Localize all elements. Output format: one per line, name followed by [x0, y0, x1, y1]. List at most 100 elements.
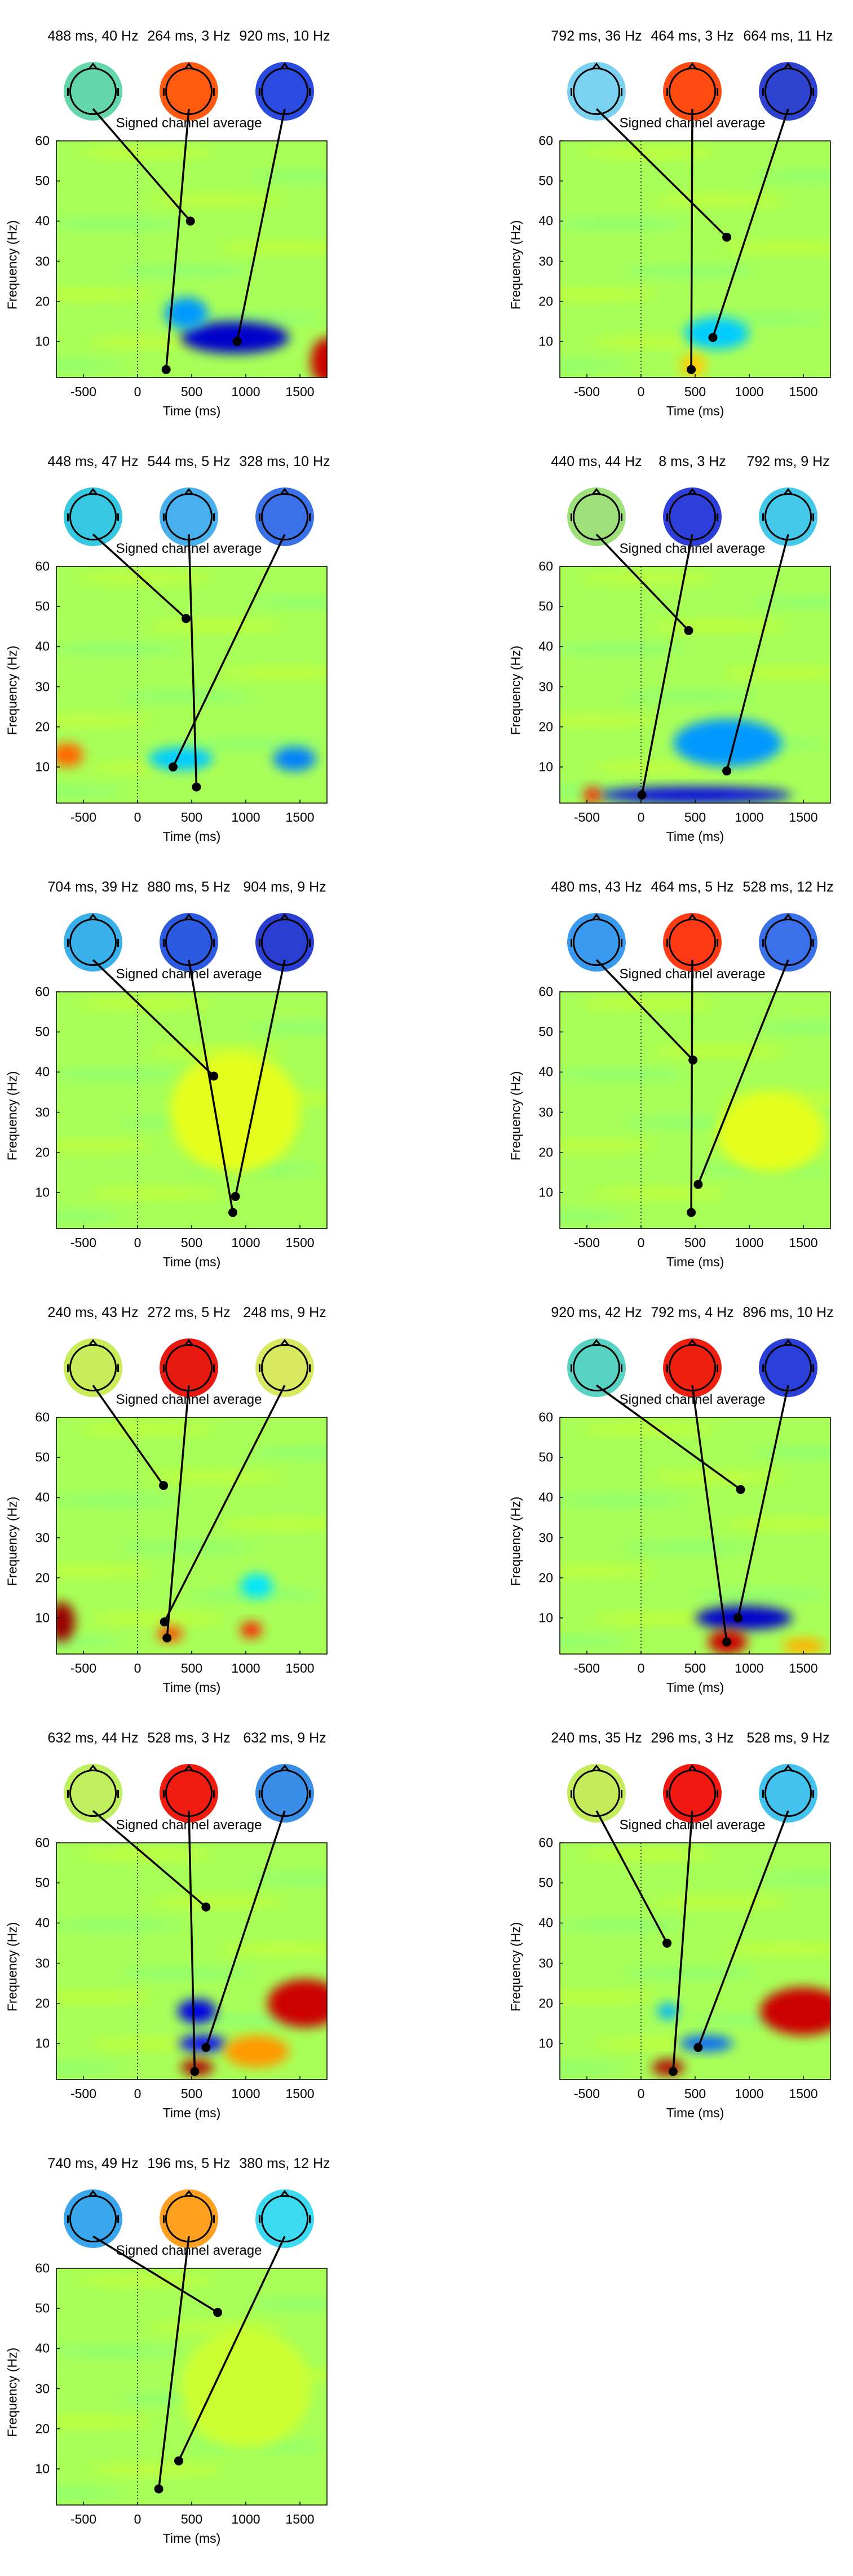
topoplot-nose: [687, 913, 697, 921]
heatmap-texture: [56, 786, 124, 797]
topoplot-head-outline: [764, 493, 812, 541]
topoplot-label: 240 ms, 35 Hz: [551, 1730, 642, 1746]
peak-connector-line: [172, 534, 286, 768]
x-tick-label: 1500: [285, 2512, 315, 2526]
y-tick-label: 30: [35, 1530, 50, 1545]
y-tick-label: 20: [35, 294, 50, 309]
peak-connector-line: [595, 959, 694, 1061]
topoplot-scalp: [663, 1764, 722, 1823]
peak-connector-line: [595, 108, 728, 238]
heatmap-texture: [148, 194, 284, 206]
topoplot-label: 380 ms, 12 Hz: [239, 2156, 330, 2171]
topoplot-scalp: [160, 1764, 218, 1823]
peak-marker: [687, 365, 696, 374]
peak-marker: [185, 216, 195, 226]
heatmap-blob-3: [781, 1638, 825, 1654]
y-tick-label: 60: [538, 133, 553, 148]
x-tick-label: 1500: [285, 2086, 315, 2101]
topoplot-scalp: [64, 2189, 122, 2248]
peak-connector-line: [640, 534, 693, 796]
x-tick-label: 1000: [231, 2086, 260, 2101]
peak-connector-line: [690, 960, 693, 1213]
y-axis-label: Frequency (Hz): [508, 220, 523, 310]
heatmap-blob-3: [584, 787, 601, 803]
heatmap: [56, 2268, 327, 2505]
topoplot-scalp: [759, 913, 817, 972]
peak-marker: [708, 332, 718, 342]
topoplot-scalp: [160, 487, 218, 546]
signed-channel-average-label: Signed channel average: [116, 2243, 262, 2258]
topoplot-label: 920 ms, 42 Hz: [551, 1305, 642, 1320]
heatmap-texture: [56, 2488, 124, 2499]
topoplot-label: 196 ms, 5 Hz: [147, 2156, 231, 2171]
peak-marker: [159, 1481, 169, 1491]
heatmap-blob-1: [56, 1602, 75, 1642]
y-tick-label: 40: [538, 639, 553, 654]
heatmap-blob-2: [240, 1622, 262, 1638]
heatmap: [560, 566, 830, 803]
heatmap: [560, 1843, 830, 2080]
topoplot-3: [255, 2189, 314, 2248]
y-tick-label: 50: [538, 1875, 553, 1890]
peak-connector-line: [188, 959, 234, 1213]
peak-marker: [174, 2456, 183, 2466]
y-tick-label: 50: [35, 1449, 50, 1465]
y-axis-label: Frequency (Hz): [508, 1071, 523, 1161]
topoplot-nose: [88, 913, 98, 921]
topoplot-head-outline: [572, 67, 621, 116]
peak-marker: [209, 1071, 219, 1081]
heatmap-texture: [248, 1873, 327, 1884]
topoplot-label: 488 ms, 40 Hz: [47, 28, 139, 44]
x-axis-label: Time (ms): [666, 1254, 724, 1269]
peak-marker: [688, 1056, 698, 1065]
heatmap-texture: [89, 2464, 224, 2475]
topoplot-head-outline: [260, 1344, 309, 1392]
topoplot-label: 664 ms, 11 Hz: [743, 28, 833, 44]
heatmap-texture: [560, 218, 687, 229]
heatmap-texture: [560, 1140, 657, 1151]
topoplot-scalp: [64, 913, 122, 972]
topoplot-2: [663, 1338, 722, 1397]
heatmap-texture: [560, 1211, 627, 1222]
topoplot-nose: [88, 62, 98, 70]
peak-marker: [693, 1180, 703, 1189]
topoplot-label: 920 ms, 10 Hz: [239, 28, 330, 44]
x-tick-label: 0: [637, 1235, 645, 1250]
x-tick-label: 0: [637, 810, 645, 824]
tf-panel-5: -500 0 500 1000 1500 10 20 30 40 50 60 Time (ms) Fre…: [0, 851, 426, 1276]
topoplot-head-outline: [69, 67, 117, 116]
heatmap-texture: [752, 1022, 830, 1033]
topoplot-3: [759, 1338, 817, 1397]
topoplot-nose: [280, 62, 290, 70]
y-tick-label: 20: [538, 294, 553, 309]
heatmap-texture: [118, 691, 254, 702]
x-axis-label: Time (ms): [162, 2531, 221, 2546]
y-tick-label: 50: [538, 1024, 553, 1039]
peak-connector-line: [188, 1811, 196, 2072]
topoplot-nose: [184, 1764, 194, 1772]
topoplot-scalp: [255, 62, 314, 121]
x-tick-label: 1500: [285, 1661, 315, 1675]
heatmap-texture: [148, 620, 284, 631]
peak-connector-line: [163, 1385, 286, 1622]
y-tick-label: 30: [538, 1105, 553, 1120]
peak-marker: [722, 766, 732, 776]
topoplot-head-outline: [69, 1769, 117, 1817]
heatmap-blob-1: [170, 1052, 300, 1173]
heatmap-blob-4: [240, 1573, 273, 1598]
x-tick-label: 1500: [789, 1235, 818, 1250]
y-tick-label: 40: [35, 1915, 50, 1930]
heatmap: [560, 141, 830, 378]
heatmap-texture: [56, 644, 184, 655]
topoplot-nose: [783, 1764, 793, 1772]
heatmap-texture: [219, 1518, 327, 1529]
x-tick-label: 1500: [285, 810, 315, 824]
peak-connector-line: [92, 533, 187, 619]
peak-connector-line: [711, 108, 789, 338]
topoplot-scalp: [64, 1764, 122, 1823]
topoplot-scalp: [64, 1338, 122, 1397]
tf-panel-1: -500 0 500 1000 1500 10 20 30 40 50 60 Time (ms) Fre…: [0, 0, 426, 425]
peak-marker: [182, 614, 191, 623]
y-axis-label: Frequency (Hz): [508, 1496, 523, 1586]
